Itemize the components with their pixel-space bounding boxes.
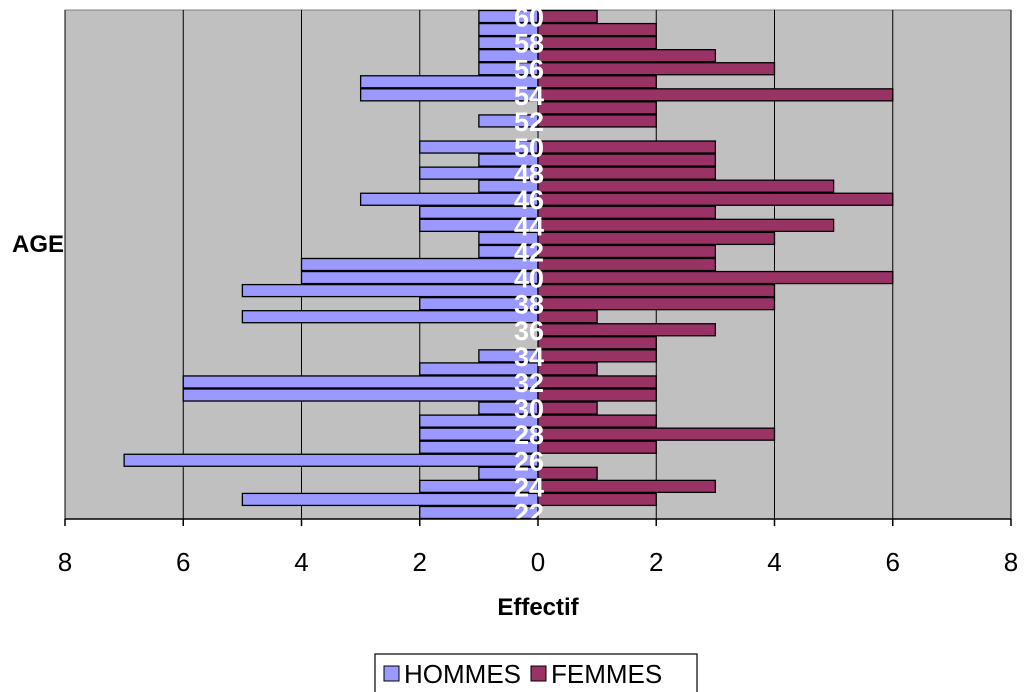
bar-femmes-40 bbox=[538, 272, 893, 284]
age-label: 26 bbox=[514, 446, 544, 476]
age-label: 60 bbox=[514, 3, 544, 33]
x-tick-label: 6 bbox=[886, 547, 900, 577]
age-label: 22 bbox=[514, 498, 544, 528]
bar-femmes-32 bbox=[538, 376, 656, 388]
legend-swatch-femmes bbox=[531, 666, 546, 681]
x-tick-label: 6 bbox=[176, 547, 190, 577]
bar-hommes-40 bbox=[302, 272, 539, 284]
age-label: 30 bbox=[514, 394, 544, 424]
bar-hommes-41 bbox=[302, 258, 539, 270]
legend-swatch-hommes bbox=[384, 666, 399, 681]
bar-femmes-49 bbox=[538, 154, 715, 166]
bar-femmes-52 bbox=[538, 115, 656, 127]
bar-femmes-30 bbox=[538, 402, 597, 414]
bar-femmes-45 bbox=[538, 206, 715, 218]
x-tick-label: 2 bbox=[413, 547, 427, 577]
bar-femmes-60 bbox=[538, 11, 597, 23]
x-tick-label: 8 bbox=[1004, 547, 1018, 577]
age-label: 40 bbox=[514, 264, 544, 294]
bar-femmes-50 bbox=[538, 141, 715, 153]
bar-femmes-47 bbox=[538, 180, 834, 192]
age-label: 58 bbox=[514, 29, 544, 59]
bar-femmes-28 bbox=[538, 428, 775, 440]
age-label: 52 bbox=[514, 107, 544, 137]
bar-femmes-31 bbox=[538, 389, 656, 401]
bar-femmes-55 bbox=[538, 76, 656, 88]
age-label: 32 bbox=[514, 368, 544, 398]
x-tick-label: 4 bbox=[294, 547, 308, 577]
bar-hommes-39 bbox=[242, 285, 538, 297]
x-tick-label: 2 bbox=[649, 547, 663, 577]
bar-hommes-26 bbox=[124, 454, 538, 466]
age-label: 56 bbox=[514, 55, 544, 85]
age-label: 38 bbox=[514, 290, 544, 320]
bar-femmes-41 bbox=[538, 258, 715, 270]
age-label: 24 bbox=[514, 472, 544, 502]
bar-femmes-37 bbox=[538, 311, 597, 323]
bar-femmes-38 bbox=[538, 298, 775, 310]
bar-femmes-27 bbox=[538, 441, 656, 453]
bar-femmes-39 bbox=[538, 285, 775, 297]
legend-label-hommes: HOMMES bbox=[404, 659, 521, 689]
bar-hommes-32 bbox=[183, 376, 538, 388]
bar-femmes-36 bbox=[538, 324, 715, 336]
bar-femmes-44 bbox=[538, 219, 834, 231]
bar-femmes-29 bbox=[538, 415, 656, 427]
bar-femmes-54 bbox=[538, 89, 893, 101]
age-label: 46 bbox=[514, 185, 544, 215]
age-label: 42 bbox=[514, 237, 544, 267]
age-label: 36 bbox=[514, 316, 544, 346]
age-label: 54 bbox=[514, 81, 544, 111]
bar-femmes-48 bbox=[538, 167, 715, 179]
x-tick-label: 8 bbox=[58, 547, 72, 577]
x-tick-label: 0 bbox=[531, 547, 545, 577]
bar-hommes-46 bbox=[361, 193, 538, 205]
bar-femmes-43 bbox=[538, 232, 775, 244]
bar-femmes-57 bbox=[538, 50, 715, 62]
y-axis-label: AGE bbox=[12, 231, 64, 258]
x-axis-label: Effectif bbox=[497, 594, 579, 621]
bar-femmes-56 bbox=[538, 63, 775, 75]
bar-femmes-58 bbox=[538, 37, 656, 49]
bar-femmes-34 bbox=[538, 350, 656, 362]
bar-femmes-24 bbox=[538, 480, 715, 492]
bar-hommes-54 bbox=[361, 89, 538, 101]
bar-femmes-33 bbox=[538, 363, 597, 375]
bar-hommes-31 bbox=[183, 389, 538, 401]
bar-hommes-23 bbox=[242, 493, 538, 505]
age-label: 28 bbox=[514, 420, 544, 450]
bar-femmes-42 bbox=[538, 245, 715, 257]
bar-hommes-55 bbox=[361, 76, 538, 88]
bar-femmes-59 bbox=[538, 24, 656, 36]
bar-femmes-25 bbox=[538, 467, 597, 479]
bar-femmes-46 bbox=[538, 193, 893, 205]
bar-femmes-23 bbox=[538, 493, 656, 505]
x-tick-label: 4 bbox=[767, 547, 781, 577]
bar-femmes-35 bbox=[538, 337, 656, 349]
legend: HOMMES FEMMES bbox=[375, 654, 697, 692]
age-label: 48 bbox=[514, 159, 544, 189]
age-label: 50 bbox=[514, 133, 544, 163]
legend-label-femmes: FEMMES bbox=[551, 659, 662, 689]
bar-femmes-53 bbox=[538, 102, 656, 114]
bar-hommes-37 bbox=[242, 311, 538, 323]
age-label: 44 bbox=[514, 211, 544, 241]
age-label: 34 bbox=[514, 342, 544, 372]
